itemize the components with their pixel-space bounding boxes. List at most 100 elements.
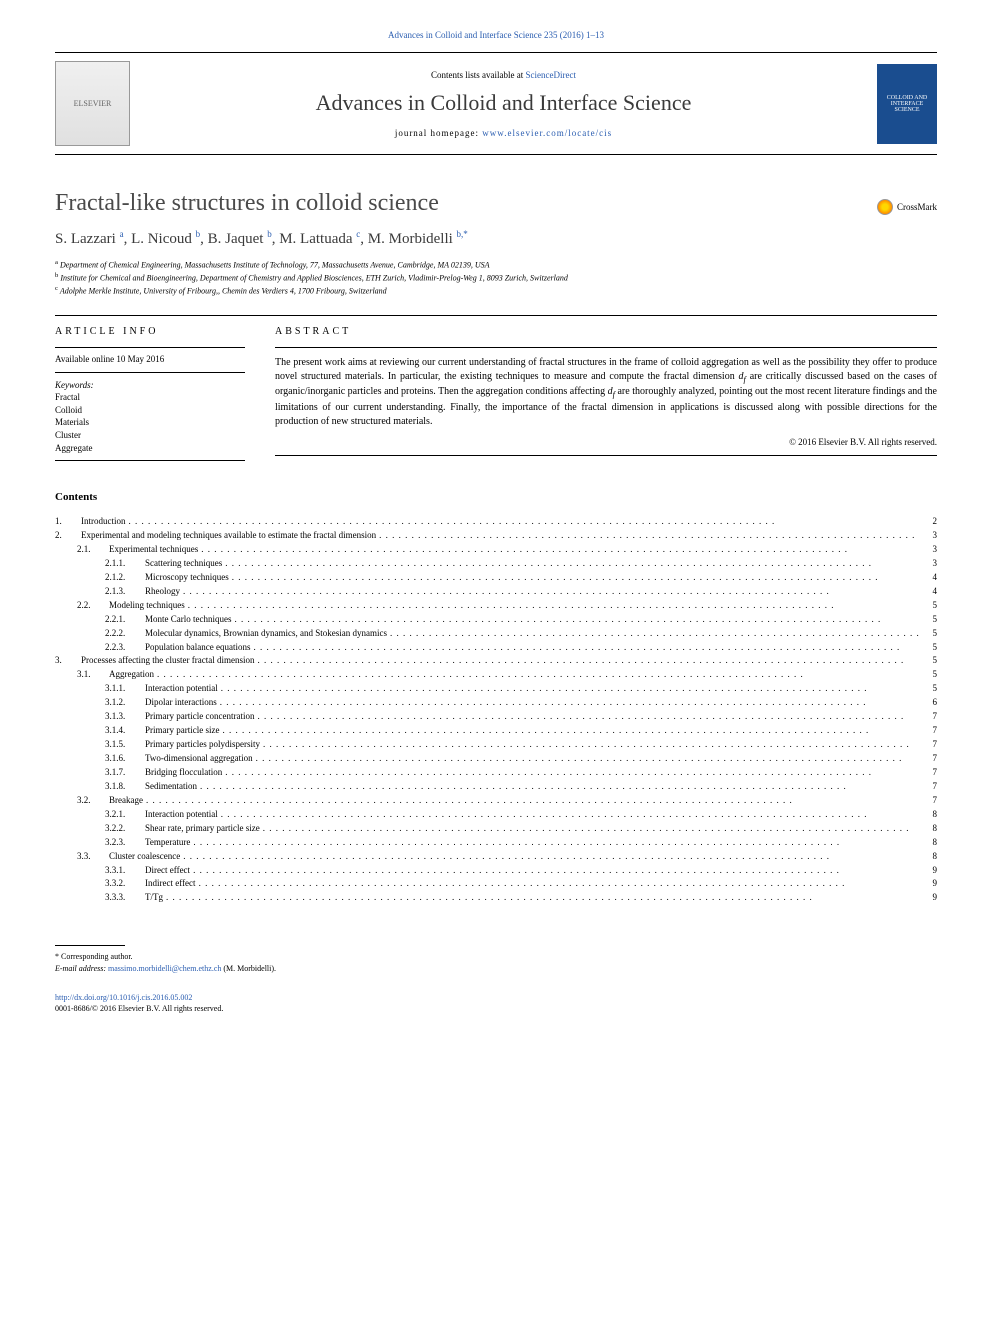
toc-row[interactable]: 3.2.3.Temperature 8: [55, 836, 937, 850]
toc-row[interactable]: 3.2.2.Shear rate, primary particle size8: [55, 822, 937, 836]
toc-leader-dots: [185, 599, 919, 613]
toc-row[interactable]: 3.1.Aggregation 5: [55, 668, 937, 682]
toc-title: Primary particle size: [141, 724, 219, 738]
toc-row[interactable]: 2.1.3.Rheology4: [55, 585, 937, 599]
toc-row[interactable]: 3.3.2.Indirect effect9: [55, 877, 937, 891]
toc-leader-dots: [260, 738, 919, 752]
toc-page-number: 7: [919, 710, 937, 724]
toc-page-number: 3: [919, 543, 937, 557]
contents-prefix: Contents lists available at: [431, 70, 525, 80]
toc-row[interactable]: 3.1.2.Dipolar interactions6: [55, 696, 937, 710]
authors-line: S. Lazzari a, L. Nicoud b, B. Jaquet b, …: [55, 229, 937, 248]
toc-page-number: 7: [919, 780, 937, 794]
toc-page-number: 5: [919, 599, 937, 613]
journal-cover-thumbnail: COLLOID AND INTERFACE SCIENCE: [877, 64, 937, 144]
footnote-separator: [55, 945, 125, 946]
toc-row[interactable]: 3.Processes affecting the cluster fracta…: [55, 654, 937, 668]
toc-row[interactable]: 3.1.5.Primary particles polydispersity7: [55, 738, 937, 752]
toc-title: Direct effect: [141, 864, 190, 878]
toc-leader-dots: [190, 836, 919, 850]
article-title: Fractal-like structures in colloid scien…: [55, 190, 937, 217]
toc-page-number: 2: [919, 515, 937, 529]
keyword-item: Aggregate: [55, 442, 245, 455]
affiliation-line: c Adolphe Merkle Institute, University o…: [55, 284, 937, 297]
toc-leader-dots: [180, 585, 919, 599]
toc-row[interactable]: 3.2.1.Interaction potential8: [55, 808, 937, 822]
toc-row[interactable]: 1.Introduction2: [55, 515, 937, 529]
toc-row[interactable]: 2.1.Experimental techniques 3: [55, 543, 937, 557]
homepage-prefix: journal homepage:: [395, 128, 482, 138]
toc-title: Bridging flocculation: [141, 766, 222, 780]
toc-page-number: 6: [919, 696, 937, 710]
toc-row[interactable]: 3.1.8.Sedimentation7: [55, 780, 937, 794]
toc-title: Experimental techniques: [105, 543, 198, 557]
toc-row[interactable]: 2.Experimental and modeling techniques a…: [55, 529, 937, 543]
toc-page-number: 5: [919, 668, 937, 682]
banner-center: Contents lists available at ScienceDirec…: [130, 70, 877, 138]
affiliation-line: a Department of Chemical Engineering, Ma…: [55, 258, 937, 271]
toc-row[interactable]: 3.1.3.Primary particle concentration7: [55, 710, 937, 724]
toc-row[interactable]: 3.1.1.Interaction potential5: [55, 682, 937, 696]
toc-title: Breakage: [105, 794, 143, 808]
toc-leader-dots: [154, 668, 919, 682]
toc-page-number: 7: [919, 794, 937, 808]
toc-title: T/Tg: [141, 891, 163, 905]
toc-leader-dots: [180, 850, 919, 864]
toc-row[interactable]: 3.3.1.Direct effect9: [55, 864, 937, 878]
toc-leader-dots: [222, 766, 919, 780]
toc-row[interactable]: 2.1.1.Scattering techniques3: [55, 557, 937, 571]
article-info-heading: ARTICLE INFO: [55, 326, 245, 337]
toc-row[interactable]: 3.1.6.Two-dimensional aggregation7: [55, 752, 937, 766]
toc-row[interactable]: 3.2.Breakage7: [55, 794, 937, 808]
toc-row[interactable]: 2.2.2.Molecular dynamics, Brownian dynam…: [55, 627, 937, 641]
toc-leader-dots: [376, 529, 919, 543]
toc-row[interactable]: 3.3.3.T/Tg9: [55, 891, 937, 905]
abstract-copyright: © 2016 Elsevier B.V. All rights reserved…: [275, 437, 937, 456]
toc-row[interactable]: 2.2.3.Population balance equations5: [55, 641, 937, 655]
corresponding-author-note: * Corresponding author.: [55, 951, 937, 962]
contents-lists-line: Contents lists available at ScienceDirec…: [130, 70, 877, 80]
toc-leader-dots: [260, 822, 919, 836]
toc-page-number: 9: [919, 877, 937, 891]
crossmark-badge[interactable]: CrossMark: [877, 199, 937, 215]
toc-leader-dots: [387, 627, 919, 641]
toc-number: 3.1.8.: [105, 780, 141, 794]
homepage-link[interactable]: www.elsevier.com/locate/cis: [482, 128, 612, 138]
toc-row[interactable]: 2.2.Modeling techniques5: [55, 599, 937, 613]
doi-link[interactable]: http://dx.doi.org/10.1016/j.cis.2016.05.…: [55, 993, 192, 1002]
toc-number: 2.: [55, 529, 77, 543]
toc-row[interactable]: 3.1.4.Primary particle size7: [55, 724, 937, 738]
toc-page-number: 9: [919, 891, 937, 905]
toc-number: 3.2.2.: [105, 822, 141, 836]
toc-row[interactable]: 3.1.7.Bridging flocculation7: [55, 766, 937, 780]
keyword-item: Cluster: [55, 429, 245, 442]
toc-number: 3.: [55, 654, 77, 668]
corresponding-email-link[interactable]: massimo.morbidelli@chem.ethz.ch: [108, 964, 221, 973]
toc-number: 3.1.1.: [105, 682, 141, 696]
toc-leader-dots: [218, 808, 919, 822]
toc-page-number: 3: [919, 557, 937, 571]
toc-title: Interaction potential: [141, 808, 218, 822]
toc-row[interactable]: 3.3.Cluster coalescence8: [55, 850, 937, 864]
toc-number: 3.2.3.: [105, 836, 141, 850]
toc-number: 3.1.: [77, 668, 105, 682]
toc-row[interactable]: 2.1.2.Microscopy techniques4: [55, 571, 937, 585]
toc-number: 2.1.1.: [105, 557, 141, 571]
toc-number: 3.1.3.: [105, 710, 141, 724]
toc-number: 3.1.4.: [105, 724, 141, 738]
toc-title: Aggregation: [105, 668, 154, 682]
toc-leader-dots: [218, 682, 919, 696]
toc-number: 2.2.2.: [105, 627, 141, 641]
toc-page-number: 4: [919, 585, 937, 599]
toc-page-number: 5: [919, 682, 937, 696]
toc-row[interactable]: 2.2.1.Monte Carlo techniques5: [55, 613, 937, 627]
sciencedirect-link[interactable]: ScienceDirect: [526, 70, 576, 80]
toc-title: Temperature: [141, 836, 190, 850]
keywords-list: FractalColloidMaterialsClusterAggregate: [55, 391, 245, 454]
toc-page-number: 8: [919, 836, 937, 850]
toc-leader-dots: [126, 515, 920, 529]
toc-number: 2.2.3.: [105, 641, 141, 655]
toc-number: 1.: [55, 515, 77, 529]
toc-number: 2.1.: [77, 543, 105, 557]
toc-leader-dots: [217, 696, 919, 710]
